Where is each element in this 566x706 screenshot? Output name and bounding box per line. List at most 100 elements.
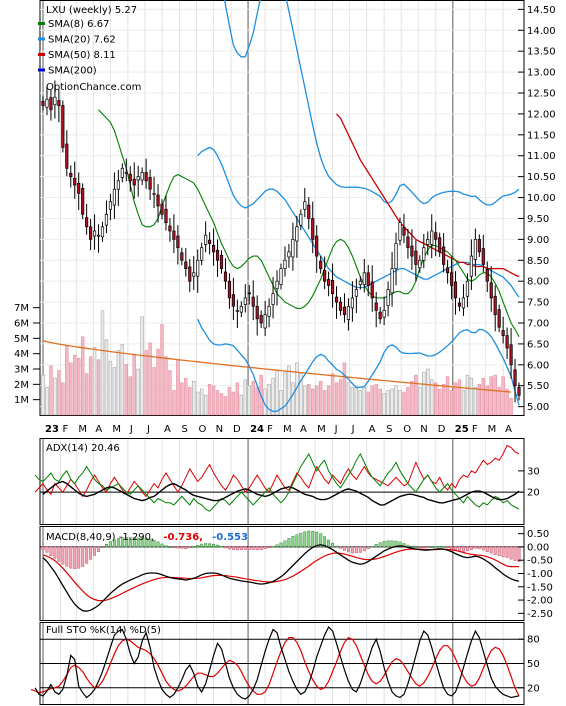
volume-bar [493,374,497,416]
macd-histogram-bar [243,546,247,550]
candle-down [402,227,406,236]
macd-histogram-bar [291,536,295,548]
macd-histogram-bar [204,543,208,548]
volume-bar [394,385,398,416]
macd-histogram-bar [172,546,176,548]
y-tick-label: 9.50 [527,214,549,225]
volume-bar [398,390,402,416]
y-tick-label: 7.50 [527,298,549,309]
volume-bar [61,382,65,416]
price-title: LXU (weekly) 5.27 [46,5,137,16]
candle-down [323,269,327,282]
candle-down [327,279,331,286]
macd-histogram-bar [263,546,267,550]
volume-bar [473,387,478,416]
volume-bar [41,374,45,416]
macd-histogram-bar [231,546,235,550]
volume-bar [342,362,347,416]
macd-histogram-bar [414,546,418,548]
volume-tick-label: 3M [14,365,29,376]
legend-label: SMA(200) [48,66,97,77]
y-tick-label: -1.50 [527,582,553,593]
candle-down [188,266,192,282]
stochastic-panel: Full STO %K(14) %D(5) 80 50 20 [30,622,540,705]
macd-histogram-bar [247,546,251,550]
candle-up [192,272,196,277]
macd-histogram-bar [251,546,255,550]
macd-histogram-bar [342,546,346,551]
candle-down [160,203,164,215]
candle-up [100,226,105,238]
volume-bar [279,390,283,416]
volume-bar [322,390,327,416]
macd-histogram-bar [517,546,521,562]
volume-bar [366,391,370,416]
volume-bar [505,388,509,416]
macd-histogram-bar [85,546,89,564]
volume-bar [441,384,446,416]
macd-histogram-bar [374,544,378,548]
candle-up [295,226,299,242]
y-tick-label: 0.00 [527,542,549,553]
volume-bar [108,361,113,416]
x-tick-label: A [300,424,307,435]
adx-panel: ADX(14) 20.46 30 20 [34,438,540,525]
macd-histogram-bar [53,546,57,559]
volume-bar [160,324,164,416]
y-tick-label: 11.50 [527,130,556,141]
macd-histogram-bar [382,541,386,548]
macd-histogram-bar [461,546,465,552]
y-tick-label: 6.00 [527,360,549,371]
macd-histogram-bar [108,541,112,548]
candle-up [358,280,362,285]
candle-up [287,251,291,258]
volume-bar [461,390,466,416]
macd-histogram-bar [501,546,505,558]
candle-up [283,259,287,269]
macd-histogram-bar [315,531,319,548]
x-tick-label: O [403,424,411,435]
candle-down [414,250,418,265]
candle-down [172,230,176,240]
candle-down [410,245,414,257]
candle-up [386,289,390,306]
volume-bar [104,339,109,416]
volume-y-axis: 7M 6M 5M 4M 3M 2M 1M [14,303,40,406]
x-tick-label: J [129,424,133,435]
volume-bar [80,336,85,416]
candle-down [77,182,81,194]
macd-histogram-bar [116,538,120,548]
x-tick-label: M [488,424,497,435]
candle-down [208,239,212,244]
volume-bar [271,377,275,416]
x-tick-label: S [181,424,187,435]
volume-bar [465,374,470,416]
volume-bar [57,370,61,416]
candle-down [477,239,481,253]
macd-histogram-bar [180,546,184,549]
volume-bar [287,365,291,416]
x-tick-label: J [146,424,150,435]
volume-bar [406,387,410,416]
candle-down [89,226,93,240]
candle-up [350,297,354,309]
macd-histogram-bar [132,537,136,548]
candle-down [334,296,339,303]
macd-histogram-bar [140,537,144,548]
macd-histogram-bar [505,546,509,558]
volume-bar [445,376,450,416]
x-tick-label: J [351,424,355,435]
macd-histogram-bar [465,546,469,552]
candle-down [215,249,220,261]
volume-bar [350,387,355,416]
macd-histogram-bar [350,546,354,554]
plus-di-line [34,444,520,498]
macd-histogram-bar [220,546,223,548]
macd-histogram-bar [307,530,311,548]
volume-bar [152,367,156,416]
volume-bar [354,385,359,416]
adx-line [42,480,520,506]
candle-down [148,177,152,190]
volume-bar [77,358,81,416]
bollinger-upper-band [223,0,520,206]
